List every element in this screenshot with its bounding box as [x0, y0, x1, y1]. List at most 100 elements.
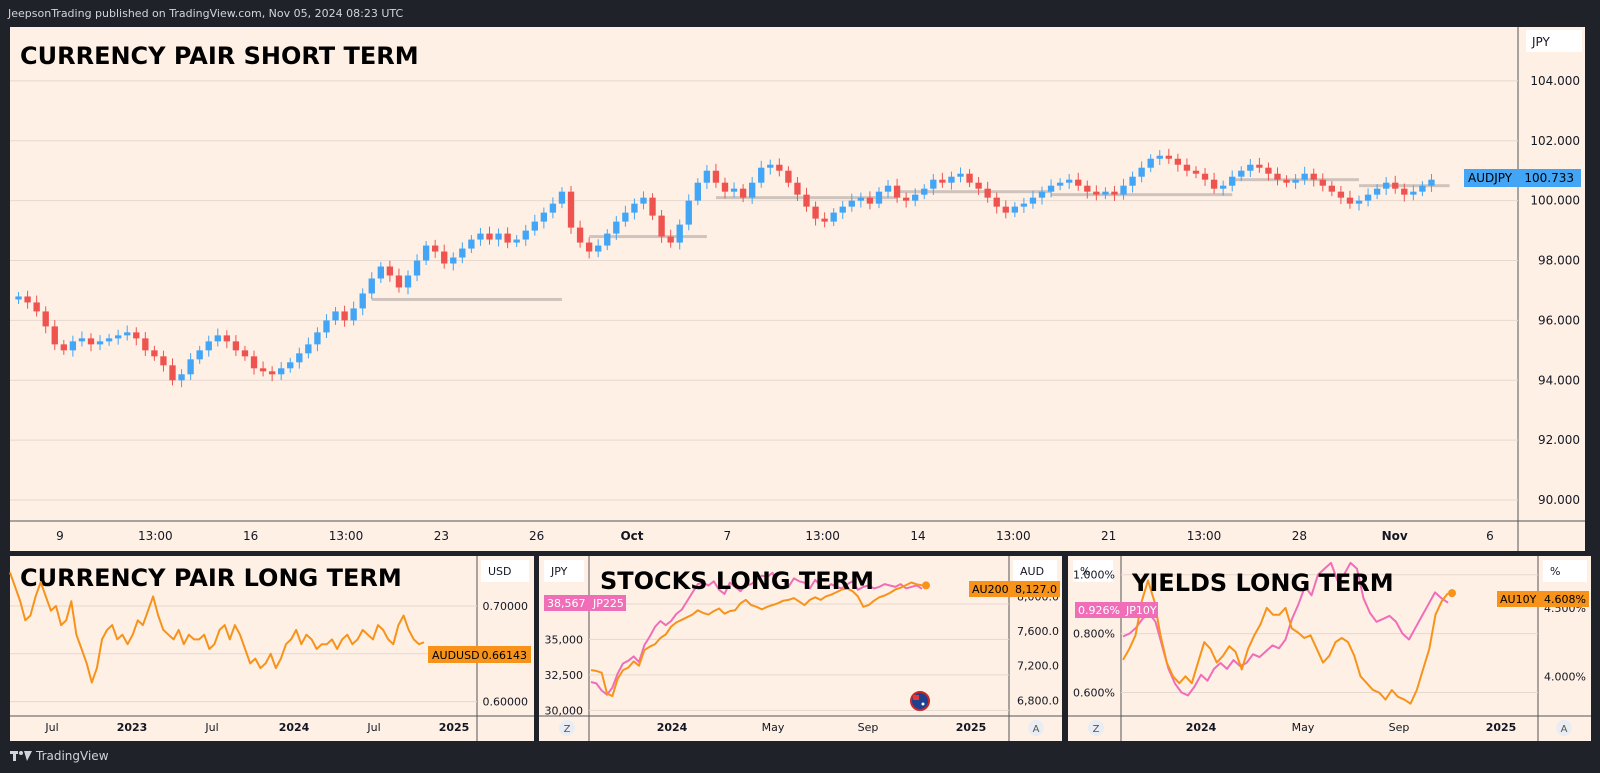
- candle-body: [930, 179, 937, 189]
- candle-body: [486, 233, 493, 240]
- candle-body: [96, 341, 104, 345]
- candle-body: [522, 230, 529, 240]
- candle-body: [1111, 191, 1118, 195]
- candle-body: [1238, 170, 1245, 177]
- support-level-line: [897, 190, 1052, 194]
- stocks-a-button[interactable]: [1028, 720, 1044, 736]
- y-tick-label: 92.000: [1538, 433, 1580, 447]
- y-tick-label: 90.000: [1538, 493, 1580, 507]
- pct-left-label-bg: [1073, 560, 1113, 582]
- x-tick-label: 2023: [117, 721, 148, 734]
- candle-body: [739, 188, 747, 198]
- candle-body: [33, 302, 40, 312]
- candle-body: [377, 266, 384, 279]
- x-tick-label: 23: [434, 529, 449, 543]
- candle-body: [42, 311, 49, 327]
- candle-body: [821, 218, 828, 222]
- last-value-dot: [922, 581, 930, 590]
- series-line-jp225: [590, 571, 923, 696]
- stocks-z-glyph: Z: [564, 724, 571, 735]
- x-tick-label: 2024: [657, 721, 688, 734]
- yields-z-button[interactable]: [1088, 720, 1104, 736]
- candle-body: [350, 308, 357, 321]
- pct-right-label-bg: [1543, 560, 1587, 582]
- candle-body: [169, 365, 176, 381]
- jpy-label-bg: [544, 560, 584, 582]
- candle-body: [1247, 164, 1254, 171]
- x-tick-label: 26: [529, 529, 544, 543]
- candle-body: [1183, 164, 1191, 171]
- currency-long-bg: [10, 556, 534, 741]
- candle-body: [1129, 176, 1136, 186]
- y-tick-label: 7,200.0: [1017, 660, 1059, 673]
- candle-body: [558, 191, 566, 204]
- last-value-dot: [1448, 589, 1456, 598]
- candle-body: [640, 197, 647, 204]
- candle-body: [341, 311, 348, 321]
- australia-flag-icon[interactable]: [910, 691, 930, 711]
- usd-label: USD: [488, 565, 512, 578]
- candle-body: [250, 356, 258, 369]
- candle-body: [1120, 185, 1127, 195]
- audusd-symbol: AUDUSD: [432, 649, 480, 662]
- candle-body: [676, 224, 683, 243]
- candle-body: [1047, 185, 1055, 192]
- candle-body: [151, 350, 158, 357]
- candle-body: [142, 338, 149, 351]
- y-tick-label: 35,000: [545, 633, 584, 646]
- x-tick-label: 13:00: [805, 529, 840, 543]
- candle-body: [1346, 197, 1354, 204]
- audjpy-symbol: AUDJPY: [1468, 171, 1513, 185]
- audusd-tag: [428, 646, 531, 663]
- candle-body: [1265, 167, 1272, 174]
- aud-label: AUD: [1020, 565, 1044, 578]
- candle-body: [631, 203, 638, 213]
- candle-body: [957, 173, 964, 177]
- yields-a-button[interactable]: [1556, 720, 1572, 736]
- candle-body: [1428, 179, 1435, 186]
- jp225-tag: [544, 595, 626, 611]
- aud-label-bg: [1013, 560, 1057, 582]
- candle-body: [1219, 185, 1227, 189]
- stocks-z-button[interactable]: [559, 720, 575, 736]
- x-tick-label: Sep: [858, 721, 879, 734]
- candle-body: [975, 182, 982, 189]
- candle-body: [902, 197, 910, 201]
- candle-body: [1156, 155, 1163, 159]
- x-tick-label: 2025: [1486, 721, 1517, 734]
- candle-body: [1401, 188, 1408, 195]
- candle-body: [314, 332, 321, 345]
- tradingview-footer[interactable]: TradingView: [10, 749, 109, 763]
- candle-body: [1210, 179, 1218, 189]
- jp10y-symbol: JP10Y: [1125, 604, 1157, 617]
- tradingview-brand: TradingView: [36, 749, 109, 763]
- pct-left-label: %: [1080, 565, 1090, 578]
- candle-body: [767, 164, 774, 168]
- candle-body: [703, 170, 711, 183]
- candle-body: [576, 227, 584, 243]
- y-tick-label: 0.600%: [1073, 686, 1115, 699]
- candle-body: [205, 341, 212, 351]
- au10y-symbol: AU10Y: [1500, 593, 1537, 606]
- x-tick-label: 13:00: [329, 529, 364, 543]
- jp225-value: 38,567: [547, 597, 586, 610]
- candle-body: [232, 341, 240, 351]
- candle-body: [613, 221, 620, 234]
- y-tick-label: 4.500%: [1544, 602, 1586, 615]
- candle-body: [531, 221, 538, 231]
- candle-body: [1201, 173, 1209, 180]
- candle-body: [866, 197, 874, 204]
- y-tick-label: 1.000%: [1073, 569, 1115, 582]
- jpy-label: JPY: [550, 565, 568, 578]
- x-tick-label: 2025: [956, 721, 987, 734]
- candle-body: [1147, 158, 1154, 168]
- publish-header: JeepsonTrading published on TradingView.…: [8, 7, 404, 20]
- candle-body: [776, 164, 783, 171]
- candle-body: [404, 275, 412, 288]
- candle-body: [69, 341, 77, 351]
- series-line-audusd: [9, 572, 425, 684]
- candle-body: [133, 332, 140, 339]
- yields-long-title: YIELDS LONG TERM: [1131, 569, 1394, 597]
- audjpy-value: 100.733: [1524, 171, 1574, 185]
